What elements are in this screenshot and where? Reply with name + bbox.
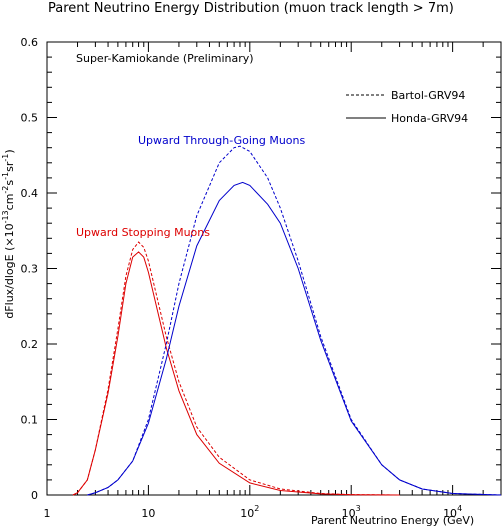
legend-label-honda: Honda-GRV94 (391, 112, 468, 125)
chart-subtitle: Super-Kamiokande (Preliminary) (76, 52, 254, 65)
y-axis: 0 0.1 0.2 0.3 0.4 0.5 0.6 (21, 36, 501, 502)
y-tick-label: 0.5 (21, 112, 39, 125)
series-line-1 (72, 251, 400, 496)
legend-label-bartol: Bartol-GRV94 (391, 89, 465, 102)
plot-frame (46, 41, 502, 496)
series-line-2 (87, 145, 502, 496)
y-tick-label: 0.4 (21, 187, 39, 200)
x-axis-label: Parent Neutrino Energy (GeV) (311, 514, 474, 527)
chart-title: Parent Neutrino Energy Distribution (muo… (48, 1, 454, 16)
series-line-0 (72, 241, 400, 496)
plot-curves (72, 145, 502, 496)
annotation-through-going: Upward Through-Going Muons (138, 134, 306, 147)
annotation-stopping: Upward Stopping Muons (76, 226, 210, 239)
x-tick-label: 102 (240, 504, 259, 520)
y-tick-label: 0.1 (21, 414, 39, 427)
y-tick-label: 0.3 (21, 263, 39, 276)
x-tick-label: 1 (44, 507, 51, 520)
y-axis-label: dFlux/dlogE (×10-13cm-2s-1sr-1) (1, 149, 16, 318)
legend: Bartol-GRV94 Honda-GRV94 (346, 89, 468, 125)
series-line-3 (87, 181, 502, 496)
y-tick-label: 0.2 (21, 338, 39, 351)
y-tick-label: 0 (31, 489, 38, 502)
y-tick-label: 0.6 (21, 36, 39, 49)
x-tick-label: 10 (141, 507, 155, 520)
